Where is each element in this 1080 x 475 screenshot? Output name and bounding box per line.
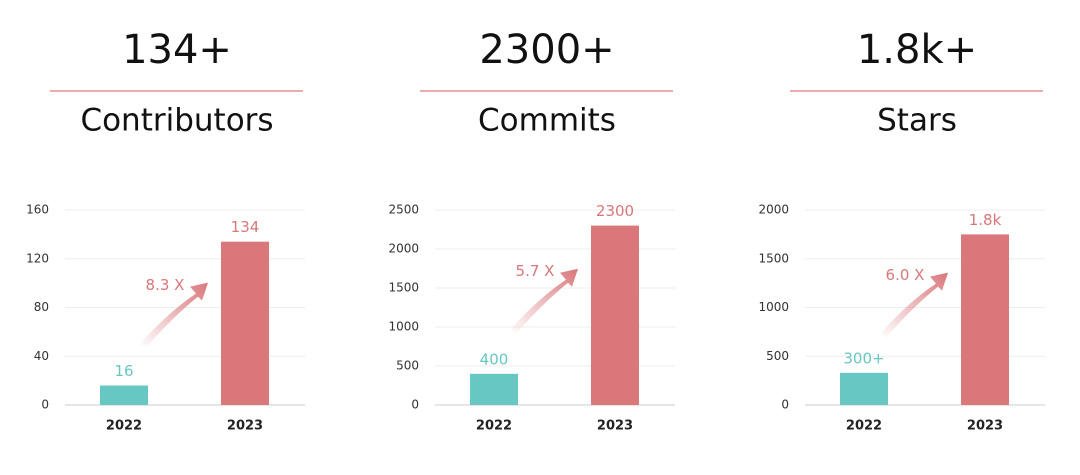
- bar: [591, 225, 639, 405]
- headline: 2300+: [479, 27, 614, 73]
- y-tick-label: 40: [34, 349, 49, 363]
- growth-annotation: 8.3 X: [146, 276, 185, 294]
- bar: [100, 385, 148, 405]
- chart-title: Stars: [877, 103, 957, 139]
- y-tick-label: 1500: [388, 281, 419, 295]
- y-tick-label: 500: [766, 349, 789, 363]
- y-tick-label: 80: [34, 300, 49, 314]
- value-label: 400: [480, 350, 509, 368]
- x-tick-label: 2022: [846, 419, 882, 434]
- y-tick-label: 2500: [388, 203, 419, 217]
- value-label: 300+: [843, 349, 884, 367]
- bar: [470, 373, 518, 405]
- value-label: 134: [231, 218, 260, 236]
- x-tick-label: 2022: [106, 419, 142, 434]
- value-label: 16: [114, 362, 133, 380]
- x-tick-label: 2023: [227, 419, 263, 434]
- growth-arrow: [510, 268, 578, 334]
- y-tick-label: 160: [26, 203, 49, 217]
- bar: [840, 372, 888, 405]
- y-tick-label: 0: [41, 398, 49, 412]
- growth-annotation: 6.0 X: [886, 266, 925, 284]
- chart-title: Commits: [478, 103, 616, 139]
- y-tick-label: 1500: [758, 251, 789, 265]
- y-tick-label: 500: [396, 359, 419, 373]
- value-label: 1.8k: [969, 211, 1002, 229]
- value-label: 2300: [596, 202, 634, 220]
- headline: 1.8k+: [857, 27, 977, 73]
- x-tick-label: 2023: [967, 419, 1003, 434]
- x-tick-label: 2022: [476, 419, 512, 434]
- y-tick-label: 0: [411, 398, 419, 412]
- x-tick-label: 2023: [597, 419, 633, 434]
- headline: 134+: [122, 27, 232, 73]
- y-tick-label: 120: [26, 251, 49, 265]
- y-tick-label: 2000: [758, 203, 789, 217]
- y-tick-label: 1000: [758, 300, 789, 314]
- growth-arrow: [140, 282, 208, 348]
- growth-annotation: 5.7 X: [516, 262, 555, 280]
- bar: [221, 241, 269, 405]
- growth-arrow: [880, 272, 948, 338]
- y-tick-label: 2000: [388, 242, 419, 256]
- y-tick-label: 0: [781, 398, 789, 412]
- chart-title: Contributors: [80, 103, 273, 139]
- y-tick-label: 1000: [388, 320, 419, 334]
- bar: [961, 234, 1009, 405]
